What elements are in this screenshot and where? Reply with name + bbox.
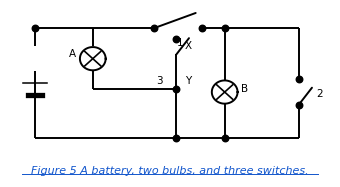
Point xyxy=(174,88,179,91)
Point xyxy=(32,27,38,30)
Text: X: X xyxy=(185,41,192,51)
Text: B: B xyxy=(241,84,248,94)
Point xyxy=(151,27,157,30)
Text: Figure 5 A battery, two bulbs, and three switches.: Figure 5 A battery, two bulbs, and three… xyxy=(31,166,309,176)
Point xyxy=(222,137,227,140)
Text: 3: 3 xyxy=(156,76,163,86)
Text: A: A xyxy=(69,49,76,59)
Point xyxy=(296,103,301,106)
Point xyxy=(296,78,301,81)
Point xyxy=(174,137,179,140)
Text: 2: 2 xyxy=(316,89,323,99)
Point xyxy=(200,27,205,30)
Text: 1: 1 xyxy=(176,38,183,48)
Point xyxy=(222,27,227,30)
Text: Y: Y xyxy=(186,76,192,86)
Point xyxy=(174,38,179,41)
